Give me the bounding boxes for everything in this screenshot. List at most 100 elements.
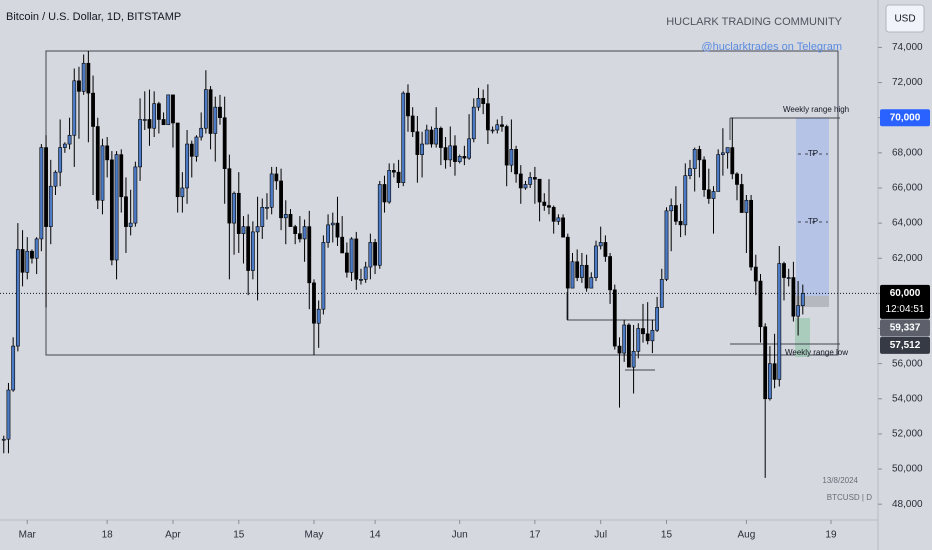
candle-body [213, 106, 218, 134]
x-tick-label: Jul [594, 530, 607, 541]
candle-body [537, 178, 542, 203]
candle-body [340, 236, 345, 254]
candle-body [697, 149, 702, 161]
candle-body [659, 279, 664, 308]
candle-body [100, 145, 105, 201]
candle-body [744, 199, 749, 213]
candle-body [570, 261, 575, 289]
candle-body [180, 187, 185, 198]
candle-body [706, 189, 711, 199]
candle-body [462, 156, 467, 159]
candle-body [767, 363, 772, 400]
candle-body [800, 293, 805, 306]
candle-body [86, 62, 91, 94]
candle-body [326, 224, 330, 243]
candle-body [316, 308, 321, 324]
candle-body [152, 103, 157, 129]
y-tick-label: 72,000 [892, 77, 923, 88]
candle-body [124, 196, 128, 227]
candle-body [67, 134, 72, 145]
candle-body [622, 324, 627, 354]
candle-body [424, 129, 429, 145]
candle-body [547, 205, 551, 208]
candle-body [109, 159, 114, 261]
candle-body [119, 154, 124, 198]
candle-body [556, 217, 561, 222]
candle-body [791, 277, 796, 317]
candle-body [711, 191, 716, 199]
y-tick-label: 66,000 [892, 183, 923, 194]
candle-body [255, 226, 260, 233]
candle-body [641, 328, 645, 335]
candle-body [720, 152, 725, 155]
date-stamp: 13/8/2024 [822, 476, 858, 485]
price-label: 59,337 [890, 323, 921, 334]
candle-body [509, 149, 514, 166]
candle-body [429, 129, 434, 145]
candle-body [725, 147, 730, 154]
candle-body [321, 242, 326, 310]
candle-body [39, 147, 44, 240]
candle-body [128, 222, 133, 227]
candle-body [203, 89, 208, 129]
price-label-box [880, 336, 930, 354]
candle-body [448, 145, 453, 161]
candle-body [575, 261, 580, 278]
candle-body [161, 119, 166, 126]
candle-body [6, 389, 11, 440]
chart-title: Bitcoin / U.S. Dollar, 1D, BITSTAMP [6, 11, 181, 23]
candle-body [11, 345, 16, 391]
candle-body [147, 119, 152, 129]
candle-body [142, 119, 147, 121]
candle-body [598, 242, 603, 247]
candle-body [227, 168, 232, 224]
price-label: 70,000 [890, 112, 921, 123]
candle-body [283, 214, 288, 219]
y-tick-label: 62,000 [892, 253, 923, 264]
candle-body [495, 124, 500, 131]
candle-body [175, 122, 180, 198]
currency-button[interactable] [885, 4, 925, 33]
candle-body [438, 127, 443, 148]
candle-body [608, 256, 612, 291]
candle-body [457, 156, 462, 162]
candle-body [25, 250, 30, 273]
candle-body [777, 263, 782, 380]
x-tick-label: 14 [370, 530, 382, 541]
annotation: Weekly range low [785, 348, 848, 357]
price-label-box [880, 284, 930, 319]
y-tick-label: 74,000 [892, 42, 923, 53]
countdown: 12:04:51 [886, 304, 925, 315]
candle-body [30, 250, 34, 259]
candle-body [297, 233, 302, 240]
candle-body [490, 129, 495, 132]
x-tick-label: Apr [165, 530, 181, 541]
candle-body [735, 173, 739, 185]
currency[interactable]: USD [894, 14, 915, 25]
candle-body [236, 192, 241, 234]
x-tick-label: May [305, 530, 324, 541]
annotation: Weekly range high [783, 105, 849, 114]
candle-body [415, 131, 420, 155]
candle-body [307, 226, 312, 284]
candle-body [692, 149, 697, 169]
candle-body [48, 185, 53, 227]
target-zone [796, 118, 829, 307]
candle-body [514, 149, 518, 175]
candle-body [105, 145, 110, 161]
candle-body [443, 147, 448, 161]
y-tick-label: 64,000 [892, 218, 923, 229]
candle-body [772, 363, 777, 380]
candle-body [171, 94, 175, 124]
candle-body [81, 62, 86, 92]
price-label-box [880, 109, 930, 127]
candle-body [410, 115, 415, 133]
candle-body [20, 249, 25, 273]
candle-body [274, 173, 279, 182]
candle-body [471, 106, 476, 140]
candle-body [523, 184, 528, 189]
candle-body [476, 98, 481, 108]
candle-body [669, 205, 674, 212]
